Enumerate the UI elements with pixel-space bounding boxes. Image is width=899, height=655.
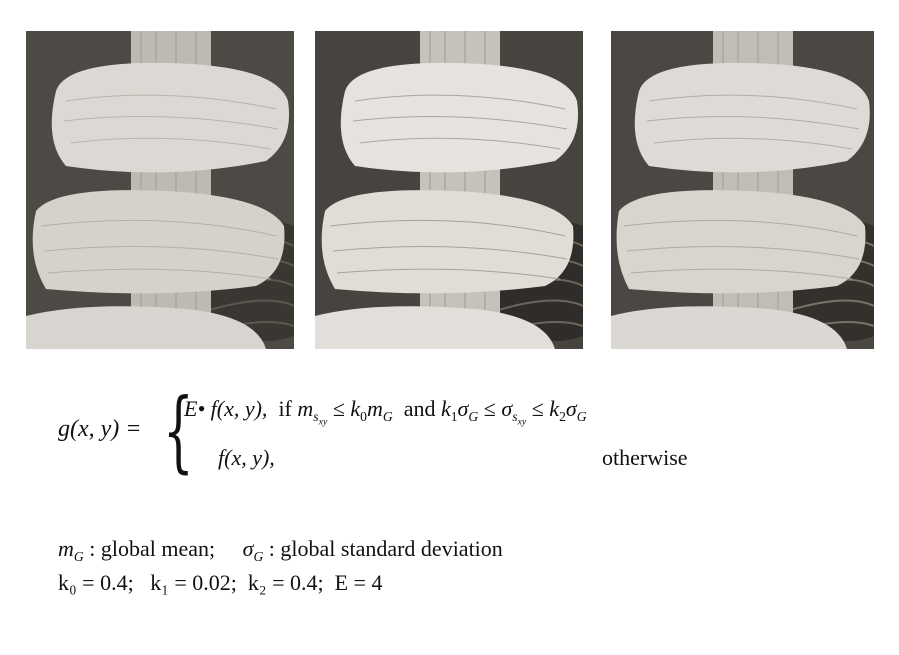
definition-line-1: mG : global mean; σG : global standard d… — [58, 536, 503, 564]
otherwise-label: otherwise — [602, 445, 688, 470]
left-brace: { — [163, 379, 194, 482]
original-sem-image — [26, 31, 294, 349]
equation-case-1: E• f(x, y), if msxy ≤ k0mG and k1σG ≤ σs… — [184, 396, 587, 428]
sem-image-graphic — [315, 31, 583, 349]
sem-image-graphic — [611, 31, 874, 349]
equation-lhs: g(x, y) = — [58, 416, 142, 442]
equation-case-2: f(x, y), — [218, 445, 275, 470]
parameter-definitions: mG : global mean; σG : global standard d… — [58, 532, 503, 600]
definition-line-2: k₀ = 0.4; k₁ = 0.02; k₂ = 0.4; E = 4 — [58, 570, 383, 595]
enhanced-sem-image-b — [611, 31, 874, 349]
enhanced-sem-image-a — [315, 31, 583, 349]
sem-image-graphic — [26, 31, 294, 349]
enhancement-equation: g(x, y) = { E• f(x, y), if msxy ≤ k0mG a… — [58, 378, 818, 488]
